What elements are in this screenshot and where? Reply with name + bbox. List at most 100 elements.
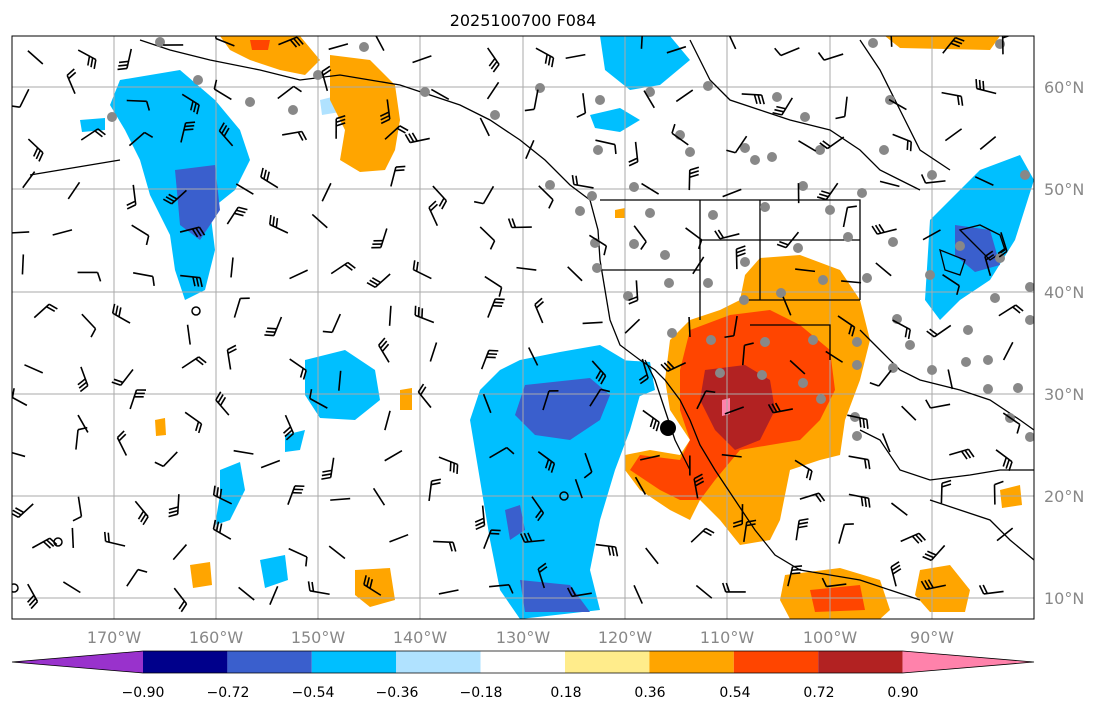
colorbar-segment xyxy=(733,651,819,673)
wind-barb xyxy=(390,165,406,187)
wind-barb xyxy=(782,296,792,316)
wind-barb xyxy=(993,480,1004,505)
wind-barb xyxy=(841,280,862,284)
wind-barb xyxy=(278,36,304,48)
wind-barb xyxy=(31,537,58,549)
wind-barb xyxy=(226,344,237,370)
wind-barb xyxy=(974,176,994,186)
wind-barb xyxy=(949,448,975,460)
wind-barb xyxy=(772,97,794,116)
wind-barb xyxy=(576,93,587,118)
wind-barb xyxy=(384,449,403,462)
wind-barb xyxy=(52,229,73,236)
wind-barb xyxy=(871,223,897,235)
wind-barb xyxy=(277,85,302,100)
wind-barb xyxy=(172,544,188,561)
wind-barb xyxy=(633,584,643,604)
wind-barb xyxy=(624,318,641,334)
wind-barb xyxy=(589,388,611,407)
wind-barb xyxy=(535,47,555,68)
wind-barb xyxy=(260,167,279,189)
wind-barb xyxy=(848,455,871,470)
wind-barbs xyxy=(12,36,1024,613)
wind-barb xyxy=(996,527,1014,542)
wind-barb xyxy=(72,496,83,522)
colorbar-segment xyxy=(818,651,903,673)
wind-barb xyxy=(474,505,486,531)
wind-barb xyxy=(743,519,757,542)
wind-barb xyxy=(487,47,500,73)
wind-barb xyxy=(901,405,917,421)
colorbar-segment xyxy=(649,651,734,673)
wind-barb xyxy=(269,585,279,606)
wind-barb xyxy=(726,135,748,154)
wind-barb xyxy=(21,254,25,275)
wind-barb xyxy=(767,402,793,414)
wind-barb xyxy=(116,430,128,456)
wind-barb xyxy=(875,262,892,277)
wind-barb xyxy=(22,171,36,189)
wind-barb xyxy=(531,496,545,522)
wind-barb xyxy=(817,52,844,61)
wind-barb xyxy=(542,390,559,411)
wind-barb xyxy=(888,98,907,111)
wind-barb xyxy=(12,451,26,458)
wind-barb xyxy=(721,453,742,458)
wind-barb xyxy=(890,36,893,47)
wind-barb xyxy=(307,581,330,596)
wind-barb xyxy=(384,125,409,140)
wind-barb xyxy=(181,93,200,115)
lat-tick-label: 30°N xyxy=(1044,385,1084,404)
wind-barb xyxy=(215,391,230,416)
wind-barb xyxy=(27,138,44,162)
wind-barb xyxy=(920,174,946,184)
wind-barb xyxy=(173,587,188,613)
wind-barb xyxy=(693,473,705,499)
wind-barb xyxy=(268,214,289,234)
lon-tick-label: 160°W xyxy=(189,628,244,647)
wind-barb xyxy=(282,414,295,441)
wind-barb xyxy=(595,543,619,557)
wind-barb xyxy=(816,182,839,201)
wind-barb xyxy=(798,140,817,152)
wind-barb xyxy=(489,446,515,459)
wind-barb xyxy=(404,132,430,144)
wind-barb xyxy=(795,268,816,273)
wind-barb xyxy=(168,494,180,518)
wind-barb xyxy=(186,324,191,345)
wind-barb xyxy=(12,503,34,519)
colorbar-segment xyxy=(143,651,228,673)
storm-center-marker xyxy=(660,420,676,436)
wind-barb xyxy=(642,409,660,432)
wind-barb xyxy=(321,65,332,92)
wind-barb xyxy=(77,414,89,433)
wind-barb xyxy=(534,297,544,324)
wind-barb xyxy=(388,305,392,326)
wind-barb xyxy=(525,140,535,160)
wind-barb xyxy=(489,583,514,594)
wind-barb xyxy=(947,369,954,390)
wind-barb xyxy=(643,90,655,109)
wind-barb xyxy=(722,188,742,198)
wind-barb xyxy=(487,298,505,318)
wind-barb xyxy=(628,280,639,305)
wind-barb xyxy=(926,324,952,338)
wind-barb xyxy=(371,228,388,249)
calm-marker xyxy=(559,491,569,501)
wind-barb xyxy=(835,96,848,120)
wind-barb xyxy=(838,523,854,544)
figure-title: 2025100700 F084 xyxy=(450,11,597,30)
wind-barb xyxy=(789,359,806,375)
wind-barb xyxy=(27,50,44,65)
wind-barb xyxy=(428,478,442,502)
wind-barb xyxy=(892,133,912,152)
wind-barb xyxy=(776,231,800,249)
wind-barb xyxy=(67,181,81,200)
wind-barb xyxy=(126,568,148,587)
wind-barb xyxy=(567,266,583,282)
wind-barb xyxy=(819,136,845,150)
wind-barb xyxy=(728,36,737,50)
wind-barb xyxy=(429,342,438,362)
wind-barb xyxy=(233,297,250,318)
wind-barb xyxy=(1002,341,1014,361)
